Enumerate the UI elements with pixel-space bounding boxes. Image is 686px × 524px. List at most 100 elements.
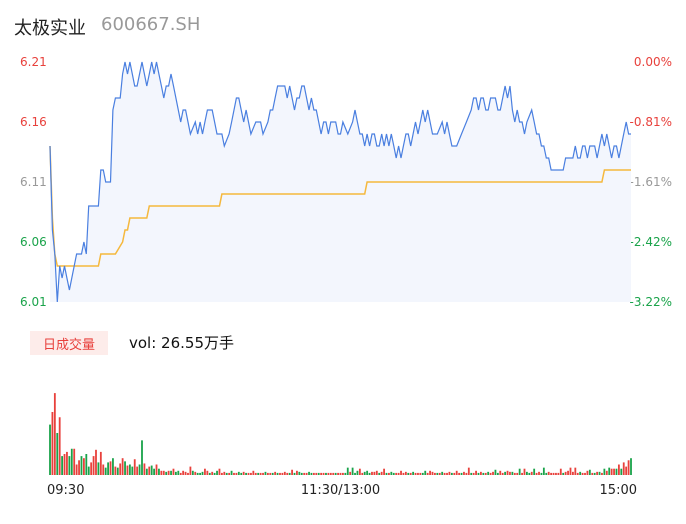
volume-badge[interactable]: 日成交量 — [30, 331, 108, 355]
volume-bar — [250, 472, 252, 475]
volume-bar — [533, 468, 536, 475]
volume-bar — [397, 472, 400, 475]
volume-bar — [550, 472, 553, 475]
volume-bar — [388, 472, 390, 475]
volume-bar — [477, 472, 480, 475]
volume-bar — [201, 471, 204, 475]
volume-bar — [49, 424, 51, 475]
volume-bar — [51, 412, 54, 475]
volume-bar — [482, 472, 485, 475]
left-tick-label: 6.16 — [20, 115, 47, 129]
volume-bar — [75, 464, 78, 475]
volume-bar — [472, 472, 475, 475]
volume-bar — [80, 456, 83, 475]
volume-bar — [266, 472, 269, 475]
volume-bar — [572, 471, 574, 475]
volume-bar — [404, 471, 407, 475]
average-price-line — [49, 145, 631, 267]
volume-bar — [467, 467, 470, 475]
volume-bar — [429, 470, 431, 475]
time-axis: 09:30 11:30/13:00 15:00 — [47, 483, 637, 498]
volume-bar — [121, 458, 124, 475]
volume-bar — [613, 468, 615, 475]
volume-bar — [584, 472, 586, 475]
volume-bar — [368, 472, 371, 475]
volume-bar — [419, 472, 422, 475]
volume-bar — [269, 472, 272, 475]
volume-bar — [87, 466, 90, 475]
volume-bar — [625, 466, 628, 475]
volume-bar — [535, 472, 538, 475]
time-tick-label: 15:00 — [600, 483, 637, 498]
volume-bar — [274, 471, 277, 475]
volume-bar — [141, 440, 143, 475]
volume-bar — [303, 472, 306, 475]
volume-bar — [421, 472, 424, 475]
volume-bar — [530, 471, 533, 475]
volume-bar — [300, 472, 303, 475]
volume-bar — [521, 472, 523, 475]
volume-bar — [143, 463, 146, 475]
volume-bar — [342, 472, 344, 475]
volume-bar — [484, 472, 487, 475]
volume-bar — [172, 468, 175, 475]
volume-bar — [356, 470, 359, 475]
volume-bar — [312, 472, 315, 475]
volume-bar — [395, 472, 398, 475]
volume-bar — [230, 470, 233, 475]
volume-bar — [179, 472, 182, 475]
volume-bar — [211, 471, 214, 475]
volume-bar — [337, 472, 339, 475]
volume-bar — [351, 467, 354, 475]
volume-bar — [630, 458, 632, 475]
volume-bar — [504, 471, 507, 475]
price-axis-left: 6.21 6.16 6.11 6.06 6.01 — [20, 55, 47, 309]
volume-bar — [438, 472, 441, 475]
volume-bar — [501, 472, 504, 475]
volume-bar — [392, 472, 395, 475]
volume-bar — [344, 472, 347, 475]
volume-bar — [329, 472, 332, 475]
volume-bar — [593, 472, 596, 475]
volume-bar — [475, 470, 477, 475]
volume-bar — [286, 472, 289, 475]
volume-bar — [487, 471, 490, 475]
pct-axis-right: 0.00% -0.81% -1.61% -2.42% -3.22% — [630, 55, 672, 309]
volume-bar — [109, 461, 112, 475]
volume-bar — [315, 472, 318, 475]
volume-bar — [158, 468, 160, 475]
volume-bar — [434, 472, 436, 475]
volume-bar — [603, 468, 606, 475]
volume-bar — [225, 472, 228, 475]
volume-bar — [162, 470, 165, 475]
volume-bar — [407, 472, 410, 475]
volume-bar — [542, 467, 545, 475]
volume-bar — [492, 471, 494, 475]
volume-bar — [170, 470, 172, 475]
time-tick-label: 09:30 — [47, 483, 84, 498]
volume-bar — [576, 472, 579, 475]
volume-bar — [128, 464, 131, 475]
volume-bar — [133, 459, 136, 475]
volume-bar — [455, 470, 458, 475]
volume-bar — [99, 451, 102, 475]
volume-bar — [436, 472, 439, 475]
volume-bar — [102, 464, 105, 475]
left-tick-label: 6.11 — [20, 175, 47, 189]
volume-bar — [208, 472, 211, 475]
volume-bar — [378, 472, 381, 475]
volume-bar — [264, 471, 267, 475]
volume-bar — [184, 471, 187, 475]
volume-bar — [441, 471, 444, 475]
right-tick-label: -1.61% — [630, 175, 672, 189]
volume-bar — [511, 471, 514, 475]
volume-bar — [494, 469, 497, 475]
volume-bar — [453, 472, 456, 475]
volume-bar — [259, 472, 262, 475]
volume-bar — [288, 472, 291, 475]
volume-bar — [206, 470, 209, 475]
volume-bar — [174, 471, 177, 475]
volume-bar — [363, 471, 366, 475]
volume-bar — [366, 470, 369, 475]
volume-bar — [119, 463, 122, 475]
